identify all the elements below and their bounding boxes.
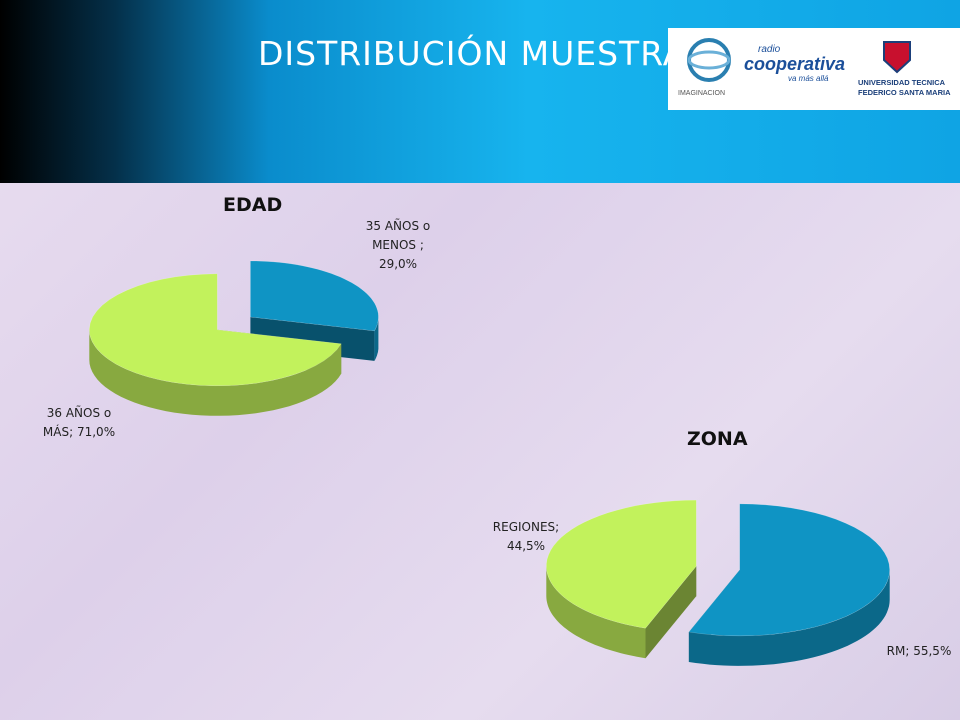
slice-label: RM; 55,5% [878,642,960,661]
slice [546,499,697,629]
logo-text: FEDERICO SANTA MARIA [858,88,951,97]
slice-side [546,566,646,659]
data-label: RM; [886,644,910,658]
logo-text: cooperativa [744,54,846,74]
slice-label: 35 AÑOS o MENOS ; 29,0% [355,217,441,274]
slice-label: REGIONES; 44,5% [478,518,574,556]
data-label: REGIONES; [492,520,560,534]
logo-text: va más allá [788,74,829,83]
data-label: 44,5% [506,539,546,553]
data-label: 35 AÑOS o MENOS ; [365,219,431,252]
logo-globe [687,38,731,82]
data-label: 36 AÑOS o MÁS; [42,406,112,439]
slice [688,503,890,637]
logo-text: IMAGINACION [678,90,726,97]
logo-strip: IMAGINACION radio cooperativa va más all… [668,28,960,110]
slice-wall [645,566,697,659]
slice-side [374,317,379,361]
logo-text: UNIVERSIDAD TECNICA [858,78,946,87]
data-label: 29,0% [378,257,418,271]
data-label: 71,0% [76,425,116,439]
chart-title: ZONA [687,428,748,450]
logo-text: radio [758,44,781,55]
slice-side [89,329,342,416]
data-label: 55,5% [913,644,952,658]
header: DISTRIBUCIÓN MUESTRA IMAGINACION radio c… [0,0,960,183]
slide-title: DISTRIBUCIÓN MUESTRA [258,34,687,73]
slice [250,260,379,332]
slice-label: 36 AÑOS o MÁS; 71,0% [34,404,124,442]
slice-side [688,569,890,666]
chart-title: EDAD [223,194,283,216]
slice [89,273,342,387]
logo-crest [883,41,911,74]
